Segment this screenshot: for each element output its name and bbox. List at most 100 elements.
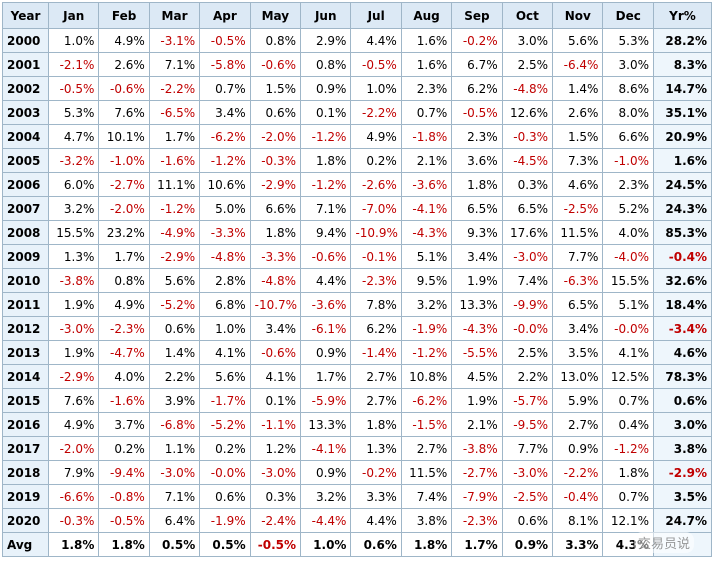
cell: -3.0% — [249, 460, 302, 485]
cell: 0.6% — [199, 484, 251, 509]
column-header: Jun — [300, 2, 352, 29]
cell: 4.1% — [602, 340, 654, 365]
cell: 5.1% — [400, 244, 453, 269]
cell: 1.8% — [300, 148, 352, 173]
row-label: 2014 — [2, 364, 49, 389]
cell: 5.6% — [552, 28, 604, 53]
row-label: 2011 — [2, 292, 49, 317]
cell: 0.3% — [249, 484, 302, 509]
cell: -3.1% — [148, 28, 201, 53]
cell: 13.0% — [552, 364, 604, 389]
cell: 3.8% — [653, 436, 712, 461]
cell: -1.2% — [602, 436, 654, 461]
cell: -2.3% — [350, 268, 402, 293]
cell: 3.6% — [451, 148, 503, 173]
cell: 0.7% — [400, 100, 453, 125]
column-header: Nov — [552, 2, 604, 29]
cell: -4.8% — [199, 244, 251, 269]
cell: -2.4% — [249, 508, 302, 533]
cell: -10.9% — [350, 220, 402, 245]
cell: 0.5% — [199, 532, 251, 557]
cell: 18.4% — [653, 292, 712, 317]
cell: 2.1% — [451, 412, 503, 437]
cell: 5.9% — [552, 388, 604, 413]
cell: 24.5% — [653, 172, 712, 197]
cell: 1.6% — [653, 148, 712, 173]
cell: 5.3% — [47, 100, 100, 125]
year-row: 2019 -6.6% -0.8% 7.1% 0.6% 0.3% 3.2% 3.3% 7.4% -7… — [2, 484, 712, 509]
cell: 0.5% — [148, 532, 201, 557]
column-header: Year — [2, 2, 49, 29]
cell: 6.7% — [451, 52, 503, 77]
cell: 6.5% — [501, 196, 554, 221]
cell: -0.6% — [249, 52, 302, 77]
cell: 0.7% — [602, 388, 654, 413]
cell: 5.6% — [148, 268, 201, 293]
cell: 0.3% — [501, 172, 554, 197]
column-header: Oct — [501, 2, 554, 29]
cell: 0.8% — [98, 268, 150, 293]
year-row: 2011 1.9% 4.9% -5.2% 6.8% -10.7% -3.6% 7.8% 3.2%… — [2, 292, 712, 317]
year-row: 2008 15.5% 23.2% -4.9% -3.3% 1.8% 9.4% -10.9% -4… — [2, 220, 712, 245]
cell: 0.2% — [350, 148, 402, 173]
cell: -6.6% — [47, 484, 100, 509]
cell: -0.2% — [350, 460, 402, 485]
cell: -0.8% — [98, 484, 150, 509]
cell: -2.7% — [451, 460, 503, 485]
cell: -3.0% — [47, 316, 100, 341]
cell: -0.4% — [552, 484, 604, 509]
cell: -0.0% — [199, 460, 251, 485]
row-label: 2001 — [2, 52, 49, 77]
year-row: 2009 1.3% 1.7% -2.9% -4.8% -3.3% -0.6% -0.1% 5.1… — [2, 244, 712, 269]
cell: 6.6% — [602, 124, 654, 149]
cell: -0.0% — [602, 316, 654, 341]
cell: 4.6% — [552, 172, 604, 197]
cell: -3.6% — [400, 172, 453, 197]
cell: 7.9% — [47, 460, 100, 485]
cell: -4.9% — [148, 220, 201, 245]
cell: -4.5% — [501, 148, 554, 173]
year-row: 2012 -3.0% -2.3% 0.6% 1.0% 3.4% -6.1% 6.2% -1.9%… — [2, 316, 712, 341]
cell: -7.9% — [451, 484, 503, 509]
cell: 4.9% — [47, 412, 100, 437]
cell: 8.0% — [602, 100, 654, 125]
cell: -4.1% — [400, 196, 453, 221]
row-label: 2015 — [2, 388, 49, 413]
cell: -2.5% — [501, 484, 554, 509]
cell: -1.2% — [400, 340, 453, 365]
year-row: 2000 1.0% 4.9% -3.1% -0.5% 0.8% 2.9% 4.4% 1.6% -0… — [2, 28, 712, 53]
cell: 1.4% — [552, 76, 604, 101]
cell: -0.2% — [451, 28, 503, 53]
cell: -3.6% — [300, 292, 352, 317]
cell: 1.9% — [451, 268, 503, 293]
cell: -6.5% — [148, 100, 201, 125]
cell: 2.7% — [350, 388, 402, 413]
cell: -2.6% — [350, 172, 402, 197]
cell: 11.1% — [148, 172, 201, 197]
cell: 35.1% — [653, 100, 712, 125]
cell: 3.2% — [400, 292, 453, 317]
cell: -1.0% — [602, 148, 654, 173]
cell: 4.6% — [653, 340, 712, 365]
cell: -2.2% — [552, 460, 604, 485]
cell: -5.7% — [501, 388, 554, 413]
cell: -4.8% — [249, 268, 302, 293]
cell: 4.4% — [350, 508, 402, 533]
cell: 0.2% — [98, 436, 150, 461]
row-label: 2010 — [2, 268, 49, 293]
cell: 4.9% — [98, 292, 150, 317]
cell: -4.3% — [451, 316, 503, 341]
year-row: 2017 -2.0% 0.2% 1.1% 0.2% 1.2% -4.1% 1.3% 2.7% -3… — [2, 436, 712, 461]
cell: -2.9% — [249, 172, 302, 197]
cell: 6.2% — [451, 76, 503, 101]
cell: 1.5% — [249, 76, 302, 101]
cell: -2.9% — [148, 244, 201, 269]
cell: 24.3% — [653, 196, 712, 221]
cell: 13.3% — [451, 292, 503, 317]
cell: 1.1% — [148, 436, 201, 461]
row-label: 2002 — [2, 76, 49, 101]
cell: -0.5% — [249, 532, 302, 557]
cell: -1.7% — [199, 388, 251, 413]
cell: 1.0% — [300, 532, 352, 557]
